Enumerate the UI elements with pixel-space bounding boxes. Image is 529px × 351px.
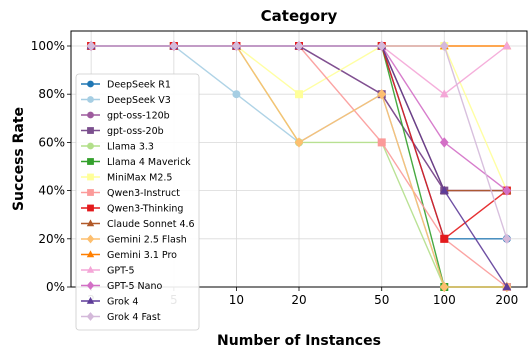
legend-label: Gemini 2.5 Flash (107, 235, 187, 246)
legend-marker (87, 96, 94, 103)
data-point (439, 40, 449, 52)
legend-marker (87, 142, 94, 150)
legend-label: Gemini 3.1 Pro (107, 250, 177, 261)
x-tick-label: 10 (229, 293, 244, 307)
legend-label: Grok 4 (107, 297, 138, 308)
data-point (502, 185, 512, 196)
legend-item: Qwen3-Thinking (81, 204, 183, 215)
legend-marker (86, 296, 95, 304)
legend-marker (86, 312, 95, 321)
legend-label: GPT-5 (107, 266, 135, 277)
data-point (294, 40, 304, 52)
legend-label: Qwen3-Instruct (107, 188, 180, 199)
legend-marker (87, 127, 94, 134)
x-tick-label: 200 (495, 293, 518, 307)
legend-label: DeepSeek R1 (107, 80, 171, 91)
legend-marker (86, 250, 95, 258)
legend-label: Qwen3-Thinking (107, 204, 183, 215)
y-axis-label: Success Rate (11, 107, 27, 211)
legend-item: GPT-5 Nano (81, 281, 162, 292)
y-axis: 0% 20% 40% 60% 80% 100% (31, 39, 71, 294)
legend-box (75, 73, 200, 331)
y-tick-label: 40% (38, 184, 65, 198)
legend-label: Claude Sonnet 4.6 (107, 219, 195, 230)
legend-label: MiniMax M2.5 (107, 173, 172, 184)
data-point (502, 282, 512, 291)
legend-marker (87, 111, 94, 119)
legend-marker (87, 189, 94, 196)
legend-label: DeepSeek V3 (107, 95, 171, 106)
chart-title: Category (261, 7, 338, 25)
legend-item: Grok 4 (81, 297, 138, 308)
legend-marker (86, 219, 95, 227)
legend-marker (87, 173, 94, 181)
data-point (439, 281, 449, 293)
legend-label: Llama 3.3 (107, 142, 154, 153)
x-tick-label: 100 (433, 293, 456, 307)
legend-item: Claude Sonnet 4.6 (81, 219, 195, 230)
data-point (294, 137, 304, 148)
legend-label: gpt-oss-20b (107, 126, 164, 137)
data-point (502, 233, 512, 244)
legend-item: Grok 4 Fast (81, 312, 161, 323)
legend-label: Grok 4 Fast (107, 312, 161, 323)
data-point (377, 40, 387, 52)
legend-marker (87, 158, 94, 165)
y-tick-label: 80% (38, 87, 65, 101)
legend-item: DeepSeek V3 (81, 95, 171, 106)
legend-marker (87, 204, 94, 212)
legend-marker (86, 234, 95, 244)
series-grok-4-fast (86, 40, 512, 244)
series-layer (86, 40, 512, 293)
y-tick-label: 20% (38, 232, 65, 246)
data-point (86, 40, 96, 52)
data-point (169, 40, 179, 52)
legend-label: gpt-oss-120b (107, 111, 170, 122)
data-point (377, 89, 387, 100)
y-tick-label: 100% (31, 39, 65, 53)
legend-item: Qwen3-Instruct (81, 188, 180, 199)
data-point (295, 90, 303, 99)
legend-item: gpt-oss-20b (81, 126, 164, 137)
data-point (502, 41, 512, 50)
legend-item: gpt-oss-120b (81, 111, 170, 122)
legend-marker (86, 281, 95, 290)
legend-item: DeepSeek R1 (81, 80, 171, 91)
x-axis: 25102050100200 (87, 287, 518, 307)
data-point (439, 137, 449, 148)
legend-item: Gemini 2.5 Flash (81, 235, 187, 246)
legend-label: Llama 4 Maverick (107, 157, 191, 168)
data-point (440, 234, 449, 243)
y-tick-label: 60% (38, 135, 65, 149)
legend-label: GPT-5 Nano (107, 281, 162, 292)
legend-marker (86, 265, 95, 273)
legend-item: Llama 3.3 (81, 142, 154, 153)
data-point (377, 138, 386, 147)
legend-item: GPT-5 (81, 266, 135, 277)
legend: DeepSeek R1 DeepSeek V3 gpt-oss-120b gpt-os… (75, 73, 200, 331)
data-point (232, 90, 241, 99)
x-tick-label: 50 (374, 293, 389, 307)
x-axis-label: Number of Instances (217, 333, 381, 349)
legend-item: Gemini 3.1 Pro (81, 250, 177, 261)
y-tick-label: 0% (46, 280, 65, 294)
data-point (439, 89, 449, 98)
legend-item: Llama 4 Maverick (81, 157, 191, 168)
data-point (439, 185, 449, 194)
legend-item: MiniMax M2.5 (81, 173, 172, 184)
x-tick-label: 20 (291, 293, 306, 307)
data-point (232, 40, 241, 52)
legend-marker (87, 80, 94, 88)
